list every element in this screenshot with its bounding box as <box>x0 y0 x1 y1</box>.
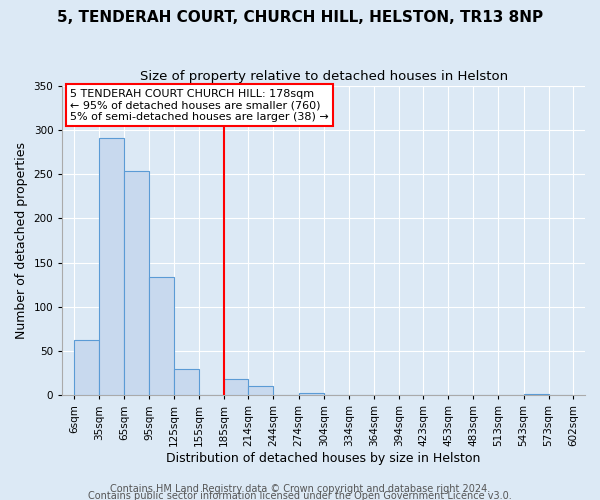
Bar <box>248 386 274 396</box>
Bar <box>299 392 323 396</box>
Y-axis label: Number of detached properties: Number of detached properties <box>15 142 28 339</box>
Bar <box>149 276 174 396</box>
Text: 5 TENDERAH COURT CHURCH HILL: 178sqm
← 95% of detached houses are smaller (760)
: 5 TENDERAH COURT CHURCH HILL: 178sqm ← 9… <box>70 88 329 122</box>
Bar <box>74 340 99 396</box>
X-axis label: Distribution of detached houses by size in Helston: Distribution of detached houses by size … <box>166 452 481 465</box>
Text: Contains public sector information licensed under the Open Government Licence v3: Contains public sector information licen… <box>88 491 512 500</box>
Bar <box>224 380 248 396</box>
Bar <box>124 170 149 396</box>
Text: Contains HM Land Registry data © Crown copyright and database right 2024.: Contains HM Land Registry data © Crown c… <box>110 484 490 494</box>
Text: 5, TENDERAH COURT, CHURCH HILL, HELSTON, TR13 8NP: 5, TENDERAH COURT, CHURCH HILL, HELSTON,… <box>57 10 543 25</box>
Title: Size of property relative to detached houses in Helston: Size of property relative to detached ho… <box>140 70 508 83</box>
Bar <box>99 138 124 396</box>
Bar <box>524 394 548 396</box>
Bar <box>174 368 199 396</box>
